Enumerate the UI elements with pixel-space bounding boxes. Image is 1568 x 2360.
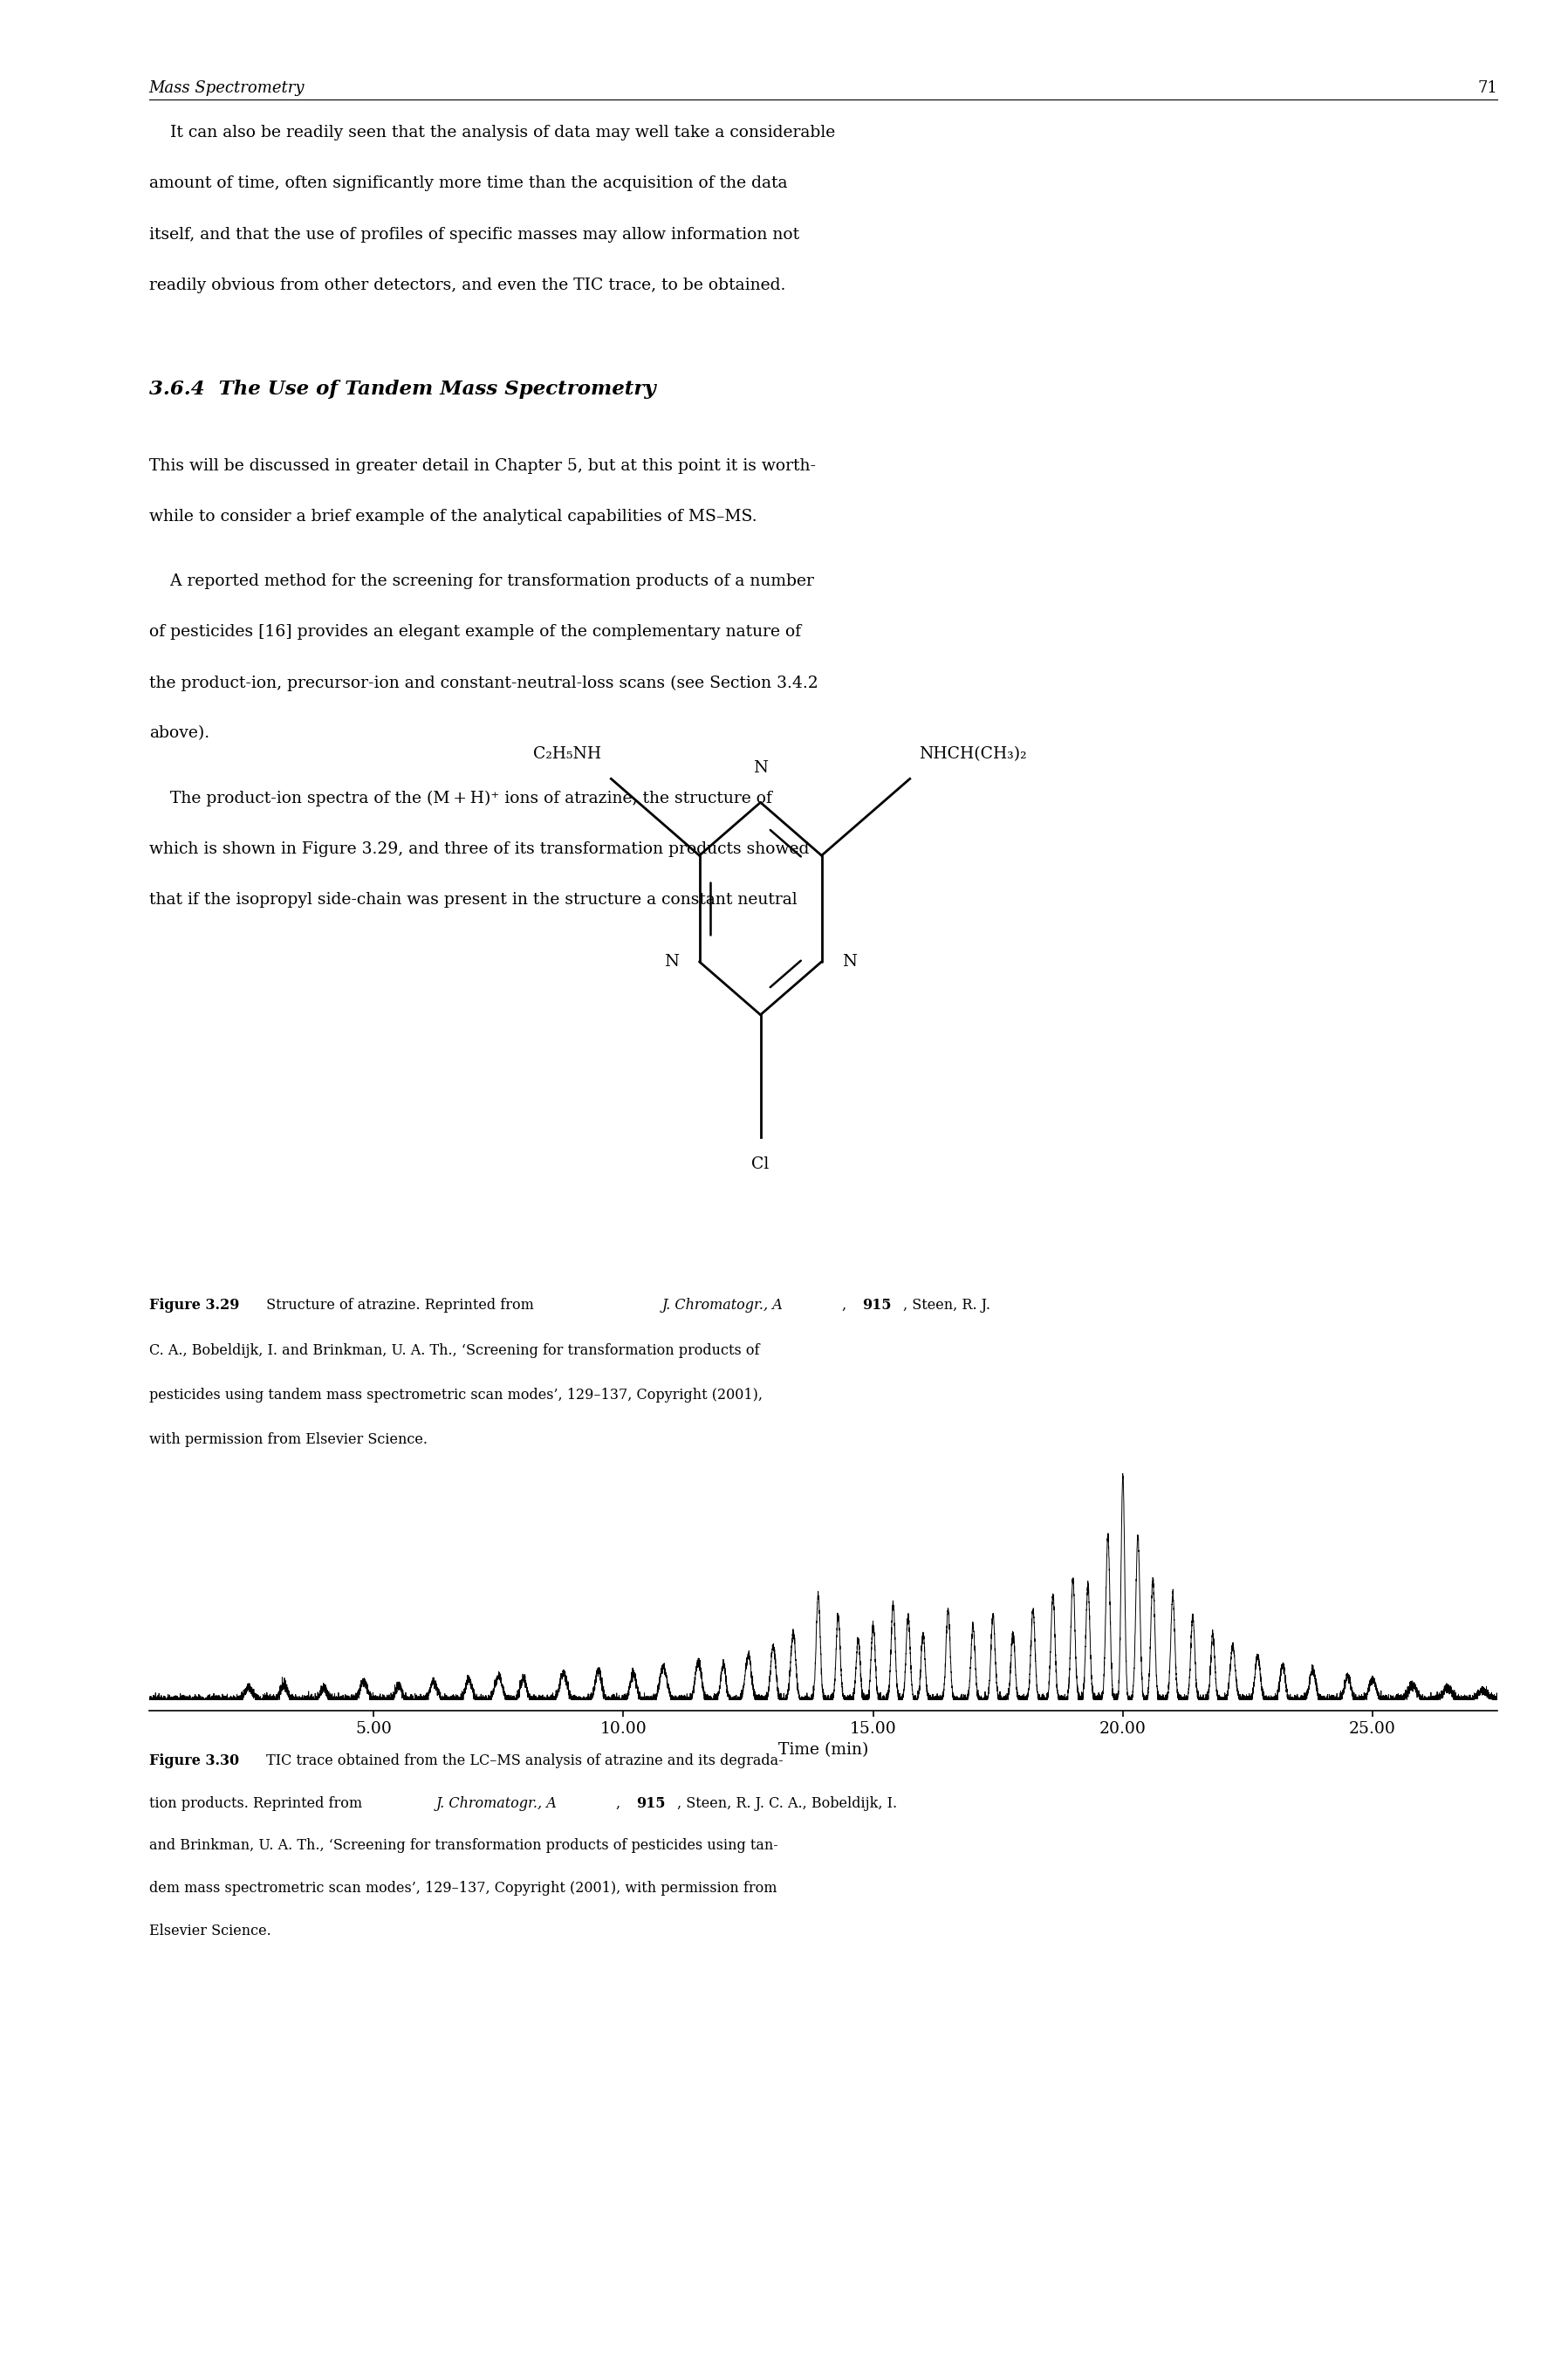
Text: TIC trace obtained from the LC–MS analysis of atrazine and its degrada-: TIC trace obtained from the LC–MS analys…	[262, 1753, 784, 1768]
Text: readily obvious from other detectors, and even the TIC trace, to be obtained.: readily obvious from other detectors, an…	[149, 278, 786, 293]
Text: that if the isopropyl side-chain was present in the structure a constant neutral: that if the isopropyl side-chain was pre…	[149, 892, 797, 909]
Text: pesticides using tandem mass spectrometric scan modes’, 129–137, Copyright (2001: pesticides using tandem mass spectrometr…	[149, 1388, 762, 1402]
Text: Elsevier Science.: Elsevier Science.	[149, 1923, 271, 1938]
Text: above).: above).	[149, 727, 209, 741]
Text: Structure of atrazine. Reprinted from: Structure of atrazine. Reprinted from	[262, 1298, 538, 1312]
Text: 915: 915	[637, 1796, 666, 1810]
Text: and Brinkman, U. A. Th., ‘Screening for transformation products of pesticides us: and Brinkman, U. A. Th., ‘Screening for …	[149, 1838, 778, 1853]
Text: ,: ,	[616, 1796, 626, 1810]
Text: tion products. Reprinted from: tion products. Reprinted from	[149, 1796, 367, 1810]
Text: Mass Spectrometry: Mass Spectrometry	[149, 80, 304, 97]
Text: C. A., Bobeldijk, I. and Brinkman, U. A. Th., ‘Screening for transformation prod: C. A., Bobeldijk, I. and Brinkman, U. A.…	[149, 1343, 759, 1357]
Text: , Steen, R. J. C. A., Bobeldijk, I.: , Steen, R. J. C. A., Bobeldijk, I.	[677, 1796, 897, 1810]
Text: N: N	[753, 760, 768, 776]
Text: Figure 3.30: Figure 3.30	[149, 1753, 238, 1768]
Text: A reported method for the screening for transformation products of a number: A reported method for the screening for …	[149, 573, 814, 590]
Text: Cl: Cl	[751, 1156, 770, 1173]
Text: This will be discussed in greater detail in Chapter 5, but at this point it is w: This will be discussed in greater detail…	[149, 458, 815, 474]
Text: amount of time, often significantly more time than the acquisition of the data: amount of time, often significantly more…	[149, 177, 787, 191]
Text: N: N	[842, 953, 856, 970]
Text: which is shown in Figure 3.29, and three of its transformation products showed: which is shown in Figure 3.29, and three…	[149, 843, 809, 857]
X-axis label: Time (min): Time (min)	[778, 1742, 869, 1758]
Text: of pesticides [16] provides an elegant example of the complementary nature of: of pesticides [16] provides an elegant e…	[149, 625, 801, 640]
Text: with permission from Elsevier Science.: with permission from Elsevier Science.	[149, 1433, 428, 1447]
Text: itself, and that the use of profiles of specific masses may allow information no: itself, and that the use of profiles of …	[149, 227, 800, 243]
Text: 915: 915	[862, 1298, 892, 1312]
Text: J. Chromatogr., A: J. Chromatogr., A	[436, 1796, 557, 1810]
Text: while to consider a brief example of the analytical capabilities of MS–MS.: while to consider a brief example of the…	[149, 510, 757, 524]
Text: C₂H₅NH: C₂H₅NH	[533, 746, 602, 762]
Text: It can also be readily seen that the analysis of data may well take a considerab: It can also be readily seen that the ana…	[149, 125, 836, 142]
Text: 3.6.4  The Use of Tandem Mass Spectrometry: 3.6.4 The Use of Tandem Mass Spectrometr…	[149, 380, 655, 399]
Text: N: N	[665, 953, 679, 970]
Text: , Steen, R. J.: , Steen, R. J.	[903, 1298, 991, 1312]
Text: The product-ion spectra of the (M + H)⁺ ions of atrazine, the structure of: The product-ion spectra of the (M + H)⁺ …	[149, 791, 771, 807]
Text: the product-ion, precursor-ion and constant-neutral-loss scans (see Section 3.4.: the product-ion, precursor-ion and const…	[149, 675, 818, 691]
Text: ,: ,	[842, 1298, 851, 1312]
Text: Figure 3.29: Figure 3.29	[149, 1298, 240, 1312]
Text: 71: 71	[1477, 80, 1497, 97]
Text: J. Chromatogr., A: J. Chromatogr., A	[662, 1298, 782, 1312]
Text: NHCH(CH₃)₂: NHCH(CH₃)₂	[919, 746, 1027, 762]
Text: dem mass spectrometric scan modes’, 129–137, Copyright (2001), with permission f: dem mass spectrometric scan modes’, 129–…	[149, 1881, 776, 1895]
